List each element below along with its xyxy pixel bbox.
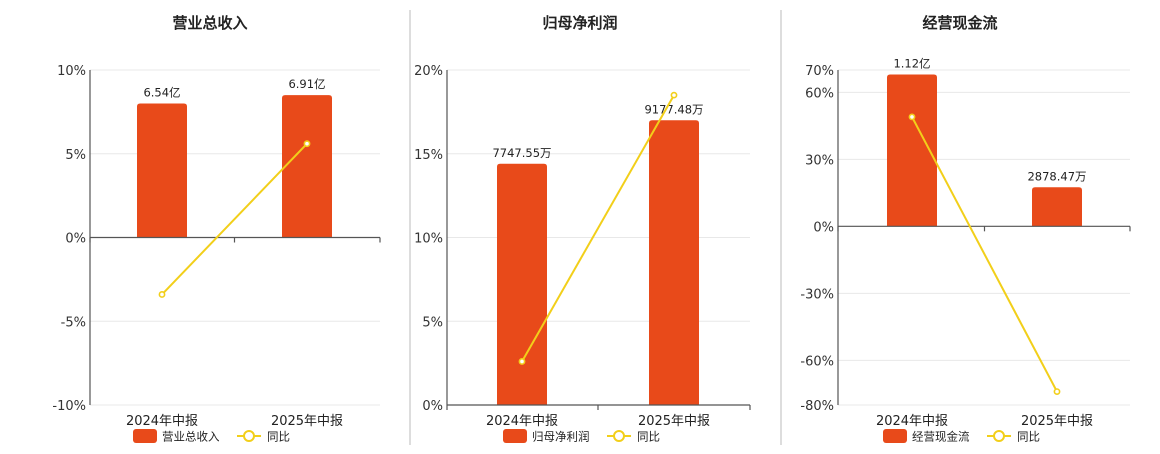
chart-2-ytick-label: 15% <box>414 148 443 163</box>
chart-2-ytick-label: 20% <box>414 64 443 79</box>
chart-1-bar <box>137 103 187 238</box>
chart-1-ytick-label: 5% <box>65 148 86 163</box>
chart-3-legend-bar-swatch <box>883 429 907 443</box>
chart-3-bar <box>887 74 937 227</box>
chart-1-ytick-label: 0% <box>65 232 86 247</box>
chart-1-title: 营业总收入 <box>172 14 247 32</box>
chart-1-yoy-line <box>161 143 308 296</box>
chart-2-title: 归母净利润 <box>542 14 617 32</box>
chart-2-category-label: 2025年中报 <box>638 414 710 429</box>
chart-3-legend-line-label: 同比 <box>1017 430 1040 444</box>
chart-2-legend-line-marker <box>613 430 625 442</box>
chart-3-legend-line-marker <box>993 430 1005 442</box>
chart-2-legend-bar-label: 归母净利润 <box>532 430 590 444</box>
chart-1-legend-line-marker <box>243 430 255 442</box>
chart-3-category-label: 2024年中报 <box>876 414 948 429</box>
chart-1-legend-bar-swatch <box>133 429 157 443</box>
chart-1-ytick-label: 10% <box>57 64 86 79</box>
chart-3-yoy-point <box>1053 388 1061 395</box>
chart-2-bar <box>649 120 699 405</box>
chart-1-category-label: 2025年中报 <box>271 414 343 429</box>
chart-3-ytick-label: -80% <box>800 399 834 414</box>
chart-3-ytick-label: 70% <box>805 64 834 79</box>
chart-2-legend-line-label: 同比 <box>637 430 660 444</box>
chart-2-bar <box>497 163 547 405</box>
chart-3-bar <box>1032 187 1082 227</box>
chart-3-ytick-label: 0% <box>813 220 834 235</box>
chart-1-category-label: 2024年中报 <box>126 414 198 429</box>
chart-3-yoy-point <box>908 113 916 121</box>
chart-1-yoy-point <box>303 140 311 148</box>
chart-2-category-label: 2024年中报 <box>486 414 558 429</box>
chart-1-legend-bar-label: 营业总收入 <box>162 430 220 444</box>
chart-2-bar-value-label: 7747.55万 <box>492 146 551 160</box>
chart-2-bar-value-label: 9177.48万 <box>644 102 703 116</box>
chart-3-title: 经营现金流 <box>922 14 997 32</box>
chart-1-bar-value-label: 6.91亿 <box>288 77 325 91</box>
chart-2-yoy-point <box>518 358 526 365</box>
chart-3-legend-bar-label: 经营现金流 <box>912 430 970 444</box>
chart-1-legend-line-label: 同比 <box>267 430 290 444</box>
chart-3-bar-value-label: 1.12亿 <box>893 56 930 70</box>
chart-3-ytick-label: -60% <box>800 354 834 369</box>
chart-2-yoy-point <box>670 91 678 99</box>
chart-2-legend-bar-swatch <box>503 429 527 443</box>
chart-1-ytick-label: -10% <box>52 399 86 414</box>
chart-3-yoy-line <box>911 116 1058 393</box>
chart-2-yoy-line <box>521 94 675 362</box>
chart-3-ytick-label: -30% <box>800 287 834 302</box>
chart-1-yoy-point <box>158 291 166 298</box>
chart-2-ytick-label: 0% <box>422 399 443 414</box>
chart-1-ytick-label: -5% <box>61 315 86 330</box>
chart-3-category-label: 2025年中报 <box>1021 414 1093 429</box>
chart-3-bar-value-label: 2878.47万 <box>1027 169 1086 183</box>
chart-1-bar <box>282 95 332 238</box>
chart-2-ytick-label: 10% <box>414 232 443 247</box>
chart-3-ytick-label: 60% <box>805 86 834 101</box>
chart-3-ytick-label: 30% <box>805 153 834 168</box>
chart-2-ytick-label: 5% <box>422 315 443 330</box>
chart-1-bar-value-label: 6.54亿 <box>143 86 180 100</box>
